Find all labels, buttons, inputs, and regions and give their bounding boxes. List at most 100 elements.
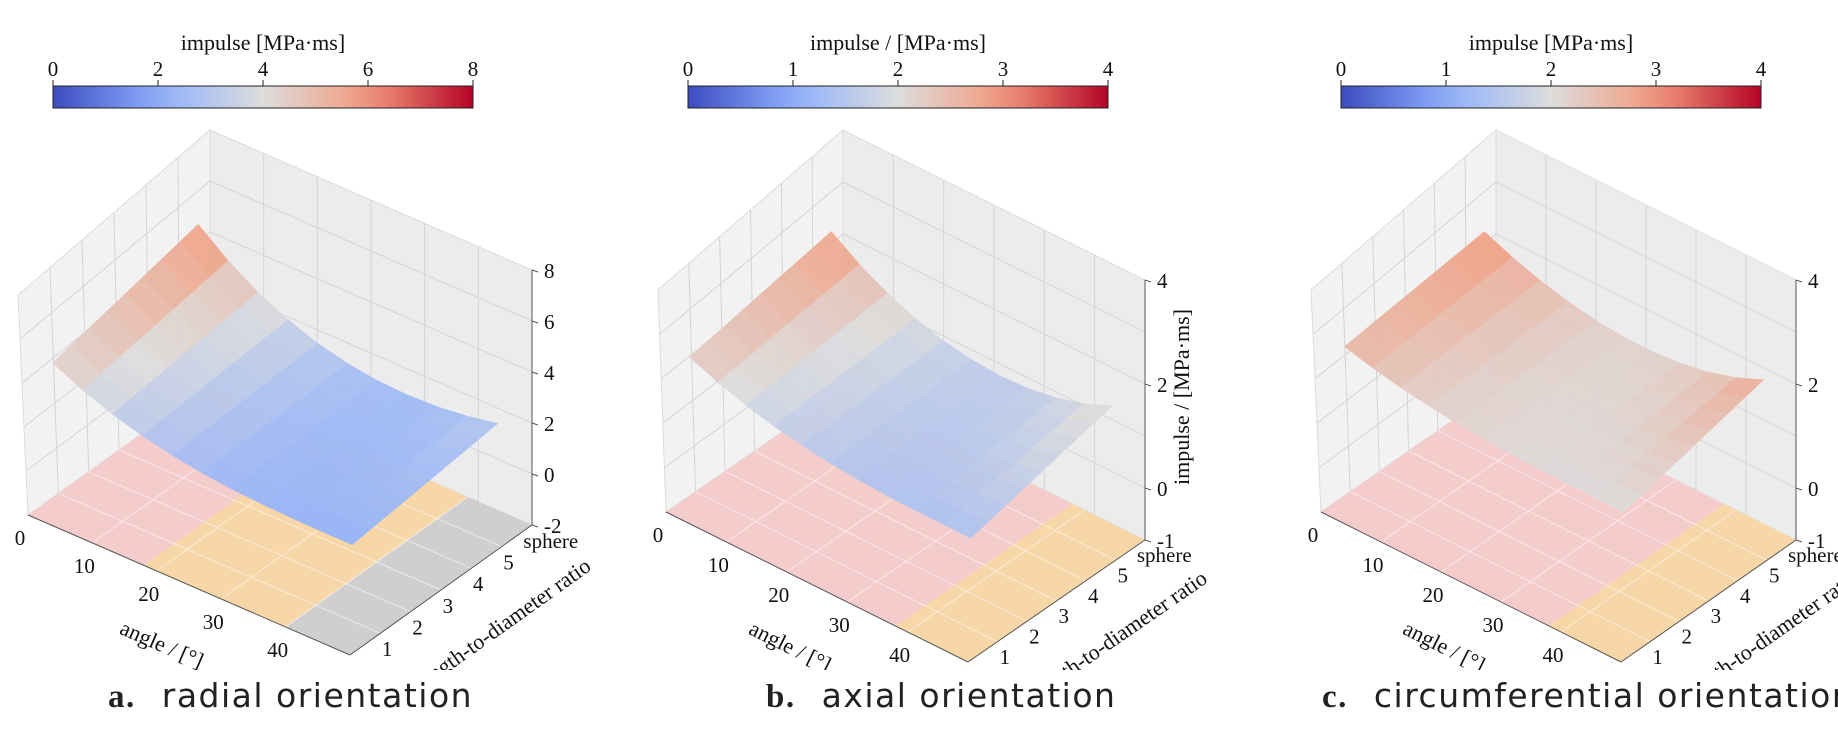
y-tick-label: 3 [1059,604,1070,628]
z-tick-mark [531,473,539,477]
z-tick-mark [531,269,539,273]
colorbar-tick-label: 8 [468,57,479,81]
z-tick-label: 4 [1157,269,1168,293]
colorbar [52,85,474,109]
x-tick-label: 30 [203,610,224,634]
x-axis-label: angle / [°] [117,615,208,670]
colorbar-tick-label: 3 [1651,57,1662,81]
z-tick-mark [1144,383,1152,387]
y-tick-label: 1 [1000,645,1011,669]
z-tick-label: 0 [544,463,555,487]
x-axis-line [27,514,351,656]
chart-panel-axial: impulse / [MPa·ms]0123401020304050angle … [628,0,1238,742]
colorbar-tick-label: 4 [1103,57,1114,81]
z-tick-label: 0 [1808,477,1819,501]
chart-svg-axial: impulse / [MPa·ms]0123401020304050angle … [653,30,1212,705]
z-tick-label: -1 [1157,529,1175,553]
grid-line [209,231,533,373]
z-tick-mark [1144,279,1152,283]
z-tick-mark [1795,279,1803,283]
grid-line [1341,263,1351,492]
floor-grid-line [1349,491,1651,643]
x-tick-label: 10 [708,553,729,577]
z-tick-mark [531,422,539,426]
x-tick-label: 40 [1543,643,1564,667]
y-tick-label: 3 [443,594,454,618]
y-axis-line [1620,539,1797,663]
caption-text: axial orientation [821,676,1117,715]
x-axis-line [665,511,969,663]
floor-grid-line [1437,430,1738,582]
floor-grid-line [58,492,381,634]
grid-line [49,267,59,494]
y-tick-label: 3 [1711,604,1722,628]
x-tick-label: 10 [1363,553,1384,577]
floor-grid-line [118,449,442,591]
grid-line [1495,233,1797,385]
caption-text: radial orientation [161,676,474,715]
grid-line [688,263,696,492]
x-tick-label: 50 [332,666,353,670]
z-tick-mark [1795,383,1803,387]
colorbar-tick-label: 0 [1336,57,1347,81]
z-tick-label: -2 [544,514,562,538]
y-axis-line [349,524,533,656]
surface-patch [941,508,989,539]
floor-grid-line [754,450,1057,602]
x-tick-label: 30 [829,613,850,637]
y-tick-label: 2 [412,616,423,640]
y-tick-label: 1 [382,637,393,661]
caption-text: circumferential orientation [1373,676,1838,715]
y-tick-label: 5 [503,551,514,575]
colorbar-title: impulse / [MPa·ms] [810,30,986,55]
caption-radial: a. radial orientation [108,676,473,716]
x-axis-label: angle / [°] [745,615,835,670]
chart-panel-circumferential: impulse [MPa·ms]0123401020304050angle / … [1226,0,1838,742]
x-axis-line [1320,511,1622,663]
y-tick-label: sphere [1137,543,1192,567]
z-tick-label: 2 [544,412,555,436]
y-tick-label: 5 [1118,564,1129,588]
colorbar-tick-label: 2 [1546,57,1557,81]
y-axis-line [967,539,1146,663]
z-tick-mark [531,371,539,375]
colorbar-tick-label: 0 [48,57,59,81]
y-tick-label: 4 [1088,584,1099,608]
x-tick-label: 30 [1483,613,1504,637]
x-tick-label: 10 [74,554,95,578]
grid-line [209,180,533,322]
colorbar-tick-label: 3 [998,57,1009,81]
z-tick-label: 0 [1157,477,1168,501]
colorbar-title: impulse [MPa·ms] [181,30,345,55]
y-tick-label: sphere [1788,543,1838,567]
colorbar [687,85,1109,109]
colorbar-tick-label: 4 [1756,57,1767,81]
colorbar-tick-label: 0 [683,57,694,81]
z-tick-label: 6 [544,310,555,334]
floor-grid-line [1408,450,1709,602]
x-tick-label: 40 [889,643,910,667]
y-tick-label: 4 [473,572,484,596]
grid-line [842,233,1146,385]
surface-patch [1595,482,1642,513]
colorbar [1340,85,1762,109]
z-axis-label: impulse / [MPa·ms] [1169,309,1194,485]
x-tick-label: 0 [653,523,664,547]
colorbar-tick-label: 4 [258,57,269,81]
z-tick-mark [531,524,539,528]
z-tick-mark [1795,539,1803,543]
floor-grid-line [695,491,998,643]
caption-letter: a. [108,679,136,715]
z-tick-label: 4 [544,361,555,385]
x-axis-label: angle / [°] [1399,615,1489,670]
x-tick-label: 20 [138,582,159,606]
y-tick-label: sphere [523,529,578,553]
x-tick-label: 20 [1423,583,1444,607]
floor-grid-line [88,471,411,613]
chart-svg-circumferential: impulse [MPa·ms]0123401020304050angle / … [1308,30,1838,705]
x-tick-label: 0 [1308,523,1319,547]
colorbar-title: impulse [MPa·ms] [1469,30,1633,55]
z-tick-mark [531,320,539,324]
colorbar-tick-label: 1 [788,57,799,81]
z-tick-mark [1144,487,1152,491]
